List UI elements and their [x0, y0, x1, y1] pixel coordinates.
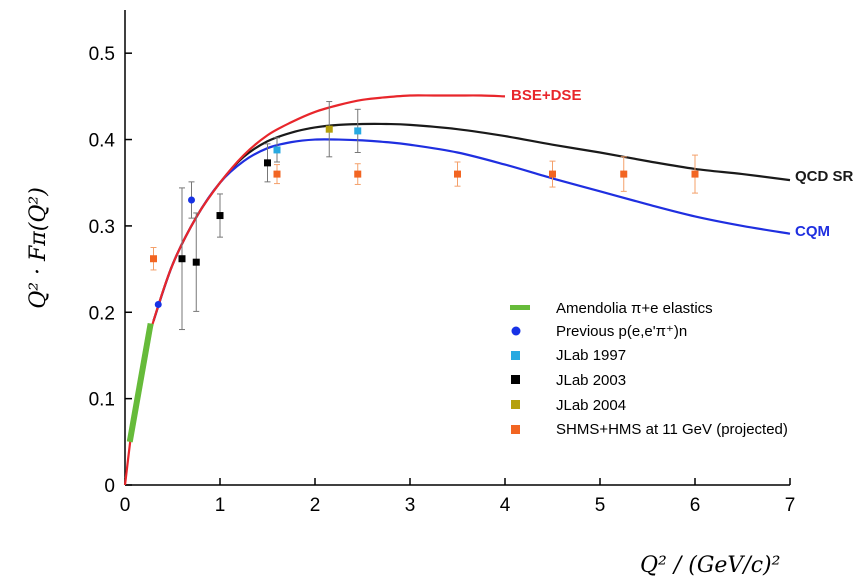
point-shms-hms-at-11-gev-projected	[273, 170, 281, 178]
y-tick-label: 0.2	[89, 303, 115, 324]
x-tick-label: 5	[595, 495, 606, 516]
legend-marker-amendolia	[510, 305, 530, 310]
legend-marker-jlab2003	[511, 375, 520, 384]
curve-label-cqm: CQM	[795, 223, 830, 240]
legend-label-amendolia: Amendolia π+e elastics	[556, 300, 713, 317]
y-tick-label: 0.4	[89, 131, 116, 152]
model-curves	[123, 94, 791, 486]
legend: Amendolia π+e elastics Previous p(e,e'π⁺…	[510, 300, 788, 438]
band-amendolia-e-elastics	[126, 322, 154, 443]
x-tick-label: 3	[405, 495, 416, 516]
point-jlab-2003	[192, 258, 200, 266]
curve-label-bse-dse: BSE+DSE	[511, 87, 581, 104]
point-previous-p-e-e-n	[188, 196, 195, 204]
point-previous-p-e-e-n	[154, 301, 162, 308]
x-ticks: 0 1 2 3 4 5 6 7	[120, 478, 796, 516]
x-tick-label: 7	[785, 495, 796, 516]
curve-label-qcd-sr: QCD SR	[795, 168, 854, 185]
point-jlab-2003	[216, 212, 224, 220]
y-tick-label: 0	[104, 476, 115, 497]
legend-label-jlab2003: JLab 2003	[556, 372, 626, 389]
legend-label-previous: Previous p(e,e'π⁺)n	[556, 323, 687, 340]
x-tick-label: 2	[310, 495, 321, 516]
legend-marker-jlab2004	[511, 400, 520, 409]
curve-bse-dse	[123, 94, 506, 486]
x-tick-label: 4	[500, 495, 511, 516]
point-shms-hms-at-11-gev-projected	[354, 170, 362, 178]
x-tick-label: 6	[690, 495, 701, 516]
legend-label-jlab2004: JLab 2004	[556, 397, 626, 414]
point-shms-hms-at-11-gev-projected	[150, 255, 157, 263]
point-jlab-1997	[354, 127, 362, 135]
legend-marker-previous	[511, 326, 521, 336]
y-tick-label: 0.5	[89, 44, 115, 65]
legend-label-jlab1997: JLab 1997	[556, 347, 626, 364]
legend-label-shms-hms: SHMS+HMS at 11 GeV (projected)	[556, 421, 788, 438]
x-axis-title: Q² / (GeV/c)²	[640, 553, 780, 578]
point-shms-hms-at-11-gev-projected	[691, 170, 699, 178]
point-jlab-1997	[273, 146, 281, 154]
point-jlab-2003	[178, 255, 186, 263]
axes	[124, 10, 790, 486]
y-tick-label: 0.3	[89, 217, 115, 238]
curve-qcd-sr	[152, 122, 791, 322]
x-tick-label: 1	[215, 495, 226, 516]
data-points	[126, 101, 699, 443]
point-jlab-2003	[264, 159, 271, 167]
point-jlab-2004	[325, 125, 333, 133]
legend-marker-shms-hms	[511, 425, 520, 434]
point-shms-hms-at-11-gev-projected	[454, 170, 461, 178]
x-tick-label: 0	[120, 495, 131, 516]
y-axis-title: Q² · Fπ(Q²)	[26, 187, 51, 309]
legend-marker-jlab1997	[511, 351, 520, 360]
y-ticks: 0 0.1 0.2 0.3 0.4 0.5	[89, 44, 132, 497]
y-tick-label: 0.1	[89, 390, 115, 411]
point-shms-hms-at-11-gev-projected	[620, 170, 628, 178]
point-shms-hms-at-11-gev-projected	[549, 170, 556, 178]
